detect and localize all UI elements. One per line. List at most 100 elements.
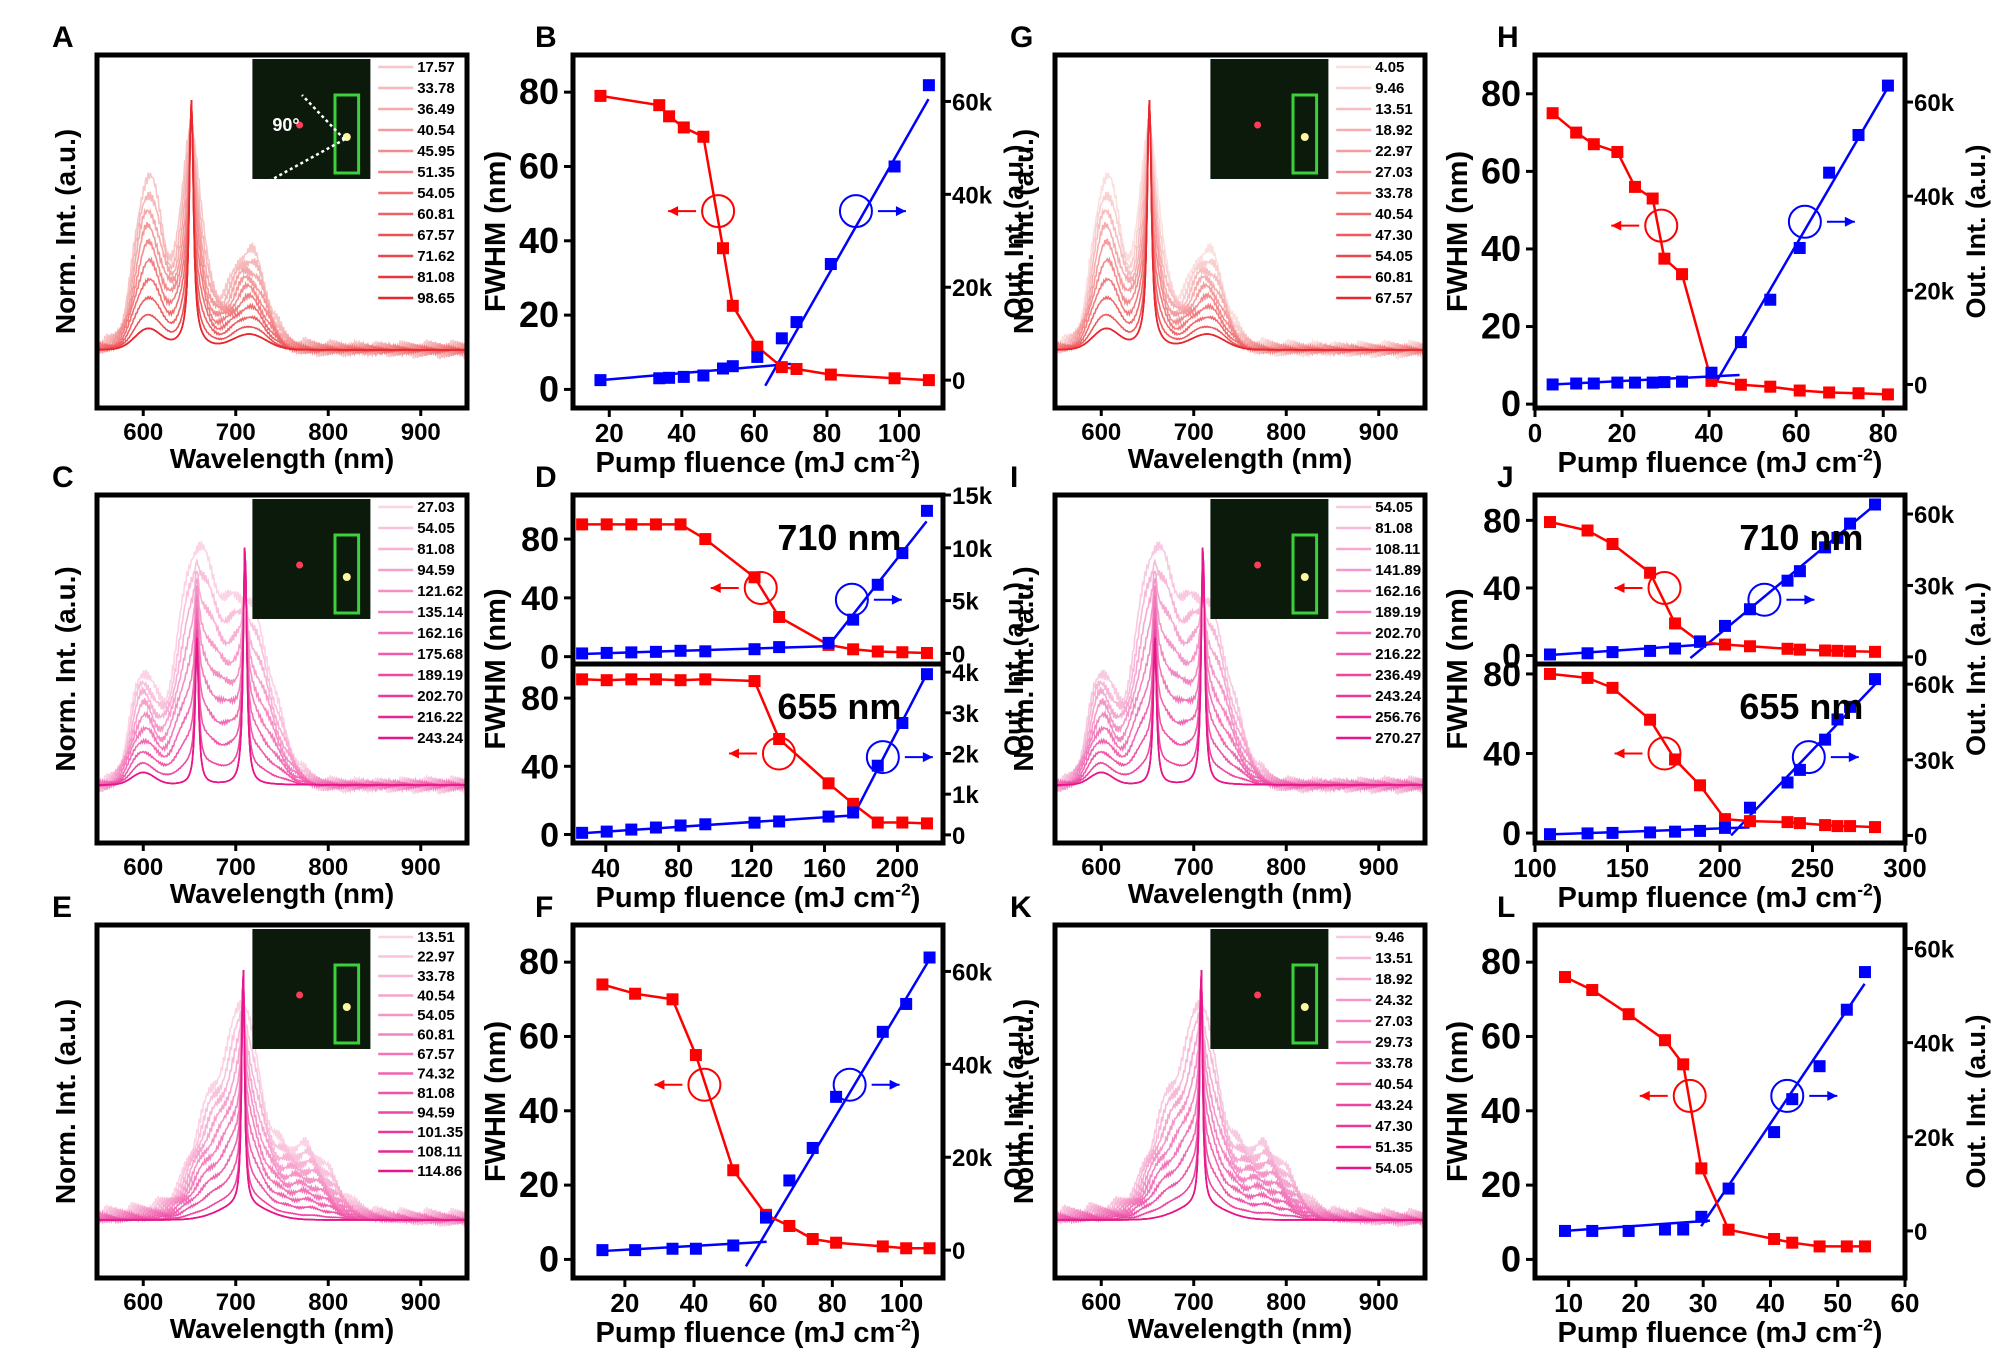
x-axis-label-close: ) — [911, 1317, 921, 1349]
y2-tick-label: 60k — [1914, 90, 1955, 117]
y-tick-label: 80 — [521, 521, 559, 559]
intensity-point — [1869, 498, 1882, 511]
intensity-point — [1546, 378, 1559, 391]
intensity-point — [748, 643, 761, 656]
intensity-point — [922, 79, 935, 92]
x-axis-label-main: Pump fluence (mJ cm — [596, 882, 896, 914]
arrow-head — [1848, 752, 1859, 763]
y-tick-label: 60 — [519, 1015, 559, 1056]
x-axis-label: Wavelength (nm) — [170, 1313, 395, 1344]
intensity-point — [653, 372, 666, 385]
plot-frame — [94, 492, 470, 846]
pump-spot — [342, 1003, 351, 1011]
y-tick-label: 80 — [1483, 502, 1521, 540]
y2-tick-label: 20k — [1914, 1125, 1955, 1152]
intensity-marker-circle — [834, 582, 869, 617]
legend-label: 71.62 — [417, 248, 455, 265]
y-tick-label: 40 — [519, 1090, 559, 1131]
y-tick-label: 0 — [1501, 383, 1521, 424]
fwhm-point — [1819, 819, 1832, 832]
panel-label-B: B — [535, 21, 557, 54]
fwhm-point — [1543, 516, 1556, 529]
fwhm-point — [871, 816, 884, 829]
cuvette — [1291, 93, 1319, 175]
fwhm-marker-circle — [1647, 570, 1682, 605]
intensity-point — [773, 641, 786, 654]
intensity-point — [1543, 828, 1556, 841]
y-tick-label: 80 — [519, 941, 559, 982]
fwhm-point — [600, 674, 613, 687]
y2-tick-label: 10k — [952, 536, 993, 563]
laser-spot — [1254, 121, 1262, 129]
fwhm-point — [1844, 645, 1857, 658]
y-axis-label: Norm. Int. (a.u.) — [1008, 999, 1039, 1204]
fwhm-point — [1606, 681, 1619, 694]
x-axis-label-sup: -2 — [1857, 444, 1872, 464]
y-tick-label: 40 — [521, 580, 559, 618]
y2-tick-label: 5k — [952, 589, 979, 616]
fwhm-point — [1581, 671, 1594, 684]
plot-frame — [570, 661, 946, 846]
y-tick-label: 20 — [1481, 1164, 1521, 1205]
legend-label: 43.24 — [1375, 1097, 1413, 1114]
x-axis-label-close: ) — [1873, 882, 1883, 914]
panel-A: 90° 17.57 33.78 36.49 40.54 45.95 51.35 54.05 60… — [50, 21, 470, 474]
legend-label: 13.51 — [1375, 950, 1413, 967]
laser-spot — [296, 561, 304, 569]
fwhm-point — [689, 1049, 702, 1062]
pump-spot — [1300, 573, 1309, 581]
fwhm-point — [727, 1164, 740, 1177]
x-axis-label: Pump fluence (mJ cm-2) — [596, 879, 921, 914]
laser-spot — [1254, 991, 1262, 999]
intensity-point — [699, 818, 712, 831]
spectrum-line — [96, 972, 467, 1223]
intensity-point — [677, 370, 690, 383]
fwhm-point — [1606, 538, 1619, 551]
legend-label: 51.35 — [1375, 1139, 1413, 1156]
linear-fit-line — [602, 1240, 767, 1253]
y2-tick-label: 0 — [1914, 823, 1927, 850]
intensity-point — [1559, 1224, 1572, 1237]
intensity-point — [666, 1242, 679, 1255]
fwhm-point — [1646, 192, 1659, 205]
inset-photo — [1210, 499, 1329, 619]
fwhm-point — [1628, 180, 1641, 193]
x-tick-label: 200 — [876, 853, 919, 883]
fwhm-point — [1559, 971, 1572, 984]
y2-tick-label: 1k — [952, 782, 979, 809]
fwhm-point — [1819, 644, 1832, 657]
intensity-point — [790, 316, 803, 329]
y2-tick-label: 60k — [952, 959, 993, 986]
fwhm-point — [1831, 644, 1844, 657]
intensity-marker-circle — [1787, 204, 1822, 239]
intensity-marker-circle — [832, 1067, 867, 1102]
plot-frame — [1532, 922, 1908, 1281]
arrow-head — [1639, 1090, 1650, 1101]
intensity-marker-circle — [865, 740, 900, 775]
fwhm-point — [1543, 667, 1556, 680]
legend-label: 141.89 — [1375, 562, 1421, 579]
fwhm-marker-circle — [743, 570, 778, 605]
legend-label: 54.05 — [417, 520, 455, 537]
x-axis-label-sup: -2 — [895, 879, 910, 899]
y-tick-label: 60 — [1481, 150, 1521, 191]
x-tick-label: 80 — [1869, 418, 1898, 448]
plot-frame — [94, 922, 470, 1281]
spectrum-line — [97, 547, 467, 786]
fwhm-point — [576, 673, 589, 686]
fwhm-point — [1695, 1162, 1708, 1175]
fwhm-point — [666, 993, 679, 1006]
arrow-head — [895, 206, 906, 217]
legend-label: 175.68 — [417, 646, 463, 663]
fwhm-point — [699, 673, 712, 686]
y-tick-label: 80 — [1483, 656, 1521, 694]
pump-spot — [1300, 133, 1309, 141]
fwhm-point — [1793, 643, 1806, 656]
intensity-point — [716, 362, 729, 375]
y2-axis-label: Out. Int. (a.u.) — [999, 145, 1029, 319]
x-axis-label-main: Pump fluence (mJ cm — [1558, 447, 1858, 479]
subplot-title: 655 nm — [1739, 686, 1863, 727]
inset-background — [1210, 929, 1329, 1049]
